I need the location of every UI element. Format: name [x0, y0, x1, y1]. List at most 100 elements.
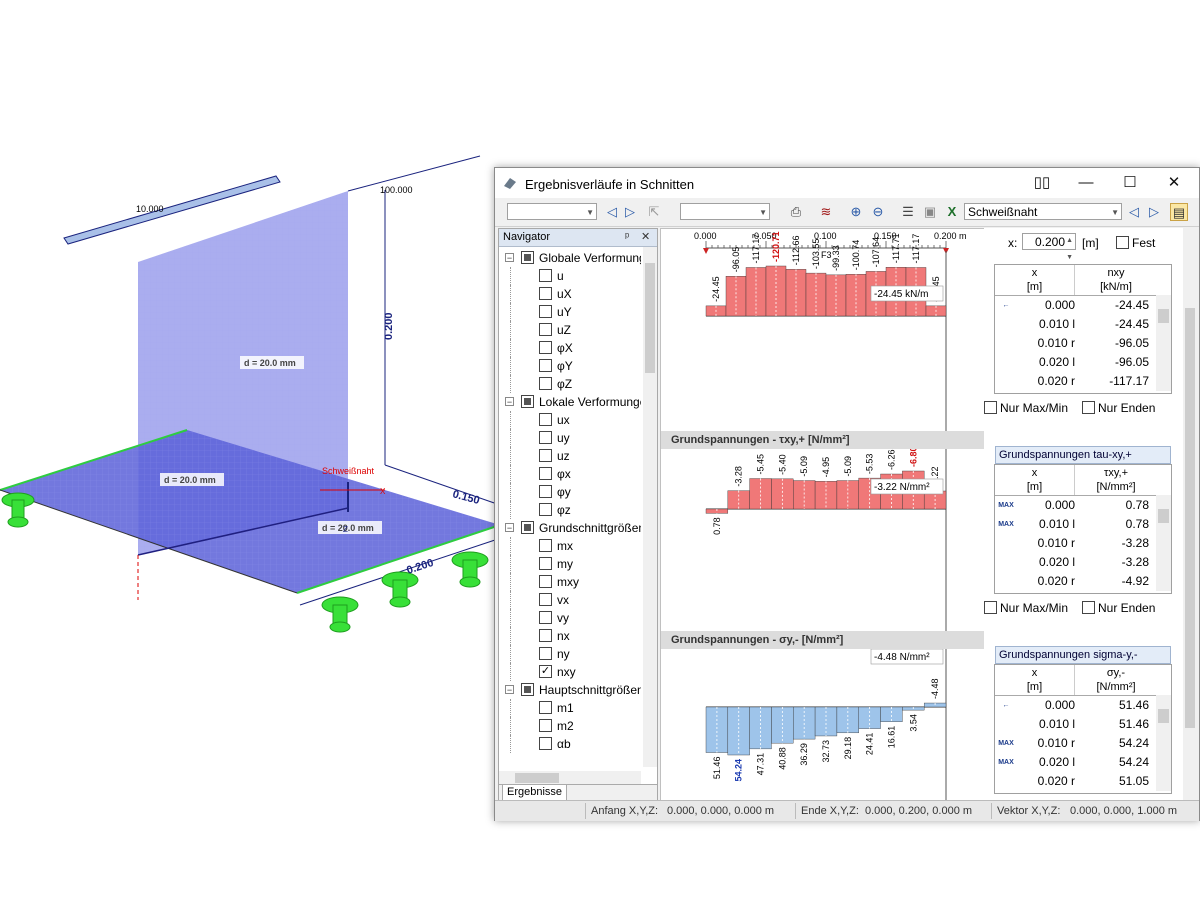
result-checkbox[interactable]: [539, 305, 552, 318]
group-checkbox[interactable]: [521, 521, 534, 534]
tree-item[interactable]: − Lokale Verformungen: [499, 393, 641, 411]
section-combo[interactable]: Schweißnaht ▼: [964, 203, 1122, 220]
expand-icon[interactable]: −: [505, 685, 514, 695]
navigator-close-icon[interactable]: ✕: [641, 231, 651, 243]
tree-item[interactable]: ux: [499, 411, 641, 429]
fest-checkbox[interactable]: Fest: [1116, 234, 1155, 250]
table-scrollbar[interactable]: [1156, 495, 1171, 591]
result-checkbox[interactable]: [539, 701, 552, 714]
chart-area[interactable]: 0.000 0.050 0.100 0.150 0.200 m F3 -24.45 -96.0…: [660, 228, 986, 802]
tree-item[interactable]: uY: [499, 303, 641, 321]
tree-item[interactable]: uZ: [499, 321, 641, 339]
expand-icon[interactable]: −: [505, 523, 514, 533]
result-checkbox[interactable]: [539, 323, 552, 336]
pin-icon[interactable]: ᵖ: [625, 231, 630, 243]
result-checkbox[interactable]: [539, 503, 552, 516]
result-checkbox[interactable]: [539, 287, 552, 300]
result-checkbox[interactable]: [539, 575, 552, 588]
tree-item[interactable]: uX: [499, 285, 641, 303]
tree-item[interactable]: uy: [499, 429, 641, 447]
line-load[interactable]: [63, 175, 281, 245]
navigator-scrollbar[interactable]: [643, 247, 657, 767]
tree-item[interactable]: nx: [499, 627, 641, 645]
section-prev-icon[interactable]: ◁: [1129, 204, 1139, 219]
nur-maxmin-checkbox[interactable]: Nur Max/Min: [984, 599, 1068, 615]
result-checkbox[interactable]: [539, 359, 552, 372]
zoom-out-icon[interactable]: ⊖: [872, 204, 884, 219]
tree-item[interactable]: uz: [499, 447, 641, 465]
title-bar[interactable]: Ergebnisverläufe in Schnitten ▯▯ — ☐ ✕: [495, 168, 1199, 198]
result-checkbox[interactable]: [539, 449, 552, 462]
table-row[interactable]: 0.010 r -3.28: [995, 534, 1155, 553]
table-view-icon[interactable]: ▤: [1170, 203, 1188, 221]
group-checkbox[interactable]: [521, 683, 534, 696]
result-checkbox[interactable]: ✓: [539, 665, 552, 678]
result-checkbox[interactable]: [539, 431, 552, 444]
tree-item[interactable]: mx: [499, 537, 641, 555]
section-next-icon[interactable]: ▷: [1149, 204, 1159, 219]
load-case-combo[interactable]: ▼: [507, 203, 597, 220]
tree-item[interactable]: m2: [499, 717, 641, 735]
save-icon[interactable]: ▣: [923, 204, 937, 219]
result-checkbox[interactable]: [539, 719, 552, 732]
table-row[interactable]: 0.020 l -3.28: [995, 553, 1155, 572]
table-row[interactable]: ← 0.000 51.46: [995, 696, 1155, 715]
tree-item[interactable]: ✓ nxy: [499, 663, 641, 681]
tree-item[interactable]: u: [499, 267, 641, 285]
filter-icon[interactable]: ≋: [820, 204, 832, 219]
result-checkbox[interactable]: [539, 593, 552, 606]
result-checkbox[interactable]: [539, 539, 552, 552]
table-row[interactable]: 0.020 r -4.92: [995, 572, 1155, 591]
result-checkbox[interactable]: [539, 467, 552, 480]
result-combo[interactable]: ▼: [680, 203, 770, 220]
result-table[interactable]: x [m] nxy [kN/m] ← 0.000 -24.45 0.010 l -24.45…: [994, 264, 1172, 394]
tree-item[interactable]: m1: [499, 699, 641, 717]
table-row[interactable]: 0.020 l -96.05: [995, 353, 1155, 372]
nur-enden-checkbox[interactable]: Nur Enden: [1082, 599, 1155, 615]
results-window[interactable]: Ergebnisverläufe in Schnitten ▯▯ — ☐ ✕ ▼…: [494, 167, 1200, 821]
tree-item[interactable]: vx: [499, 591, 641, 609]
result-checkbox[interactable]: [539, 557, 552, 570]
tree-item[interactable]: mxy: [499, 573, 641, 591]
table-scrollbar[interactable]: [1156, 695, 1171, 791]
print-icon[interactable]: ⎙: [790, 204, 802, 219]
x-input[interactable]: 0.200 ▲ ▼: [1022, 233, 1076, 261]
zoom-in-icon[interactable]: ⊕: [850, 204, 862, 219]
table-row[interactable]: MAX 0.010 l 0.78: [995, 515, 1155, 534]
close-button[interactable]: ✕: [1167, 174, 1181, 191]
tree-item[interactable]: φx: [499, 465, 641, 483]
table-row[interactable]: MAX 0.020 l 54.24: [995, 753, 1155, 772]
nur-maxmin-checkbox[interactable]: Nur Max/Min: [984, 399, 1068, 415]
table-row[interactable]: 0.020 r 51.05: [995, 772, 1155, 791]
next-icon[interactable]: ▷: [625, 204, 635, 219]
table-row[interactable]: 0.020 r -117.17: [995, 372, 1155, 391]
tree-item[interactable]: vy: [499, 609, 641, 627]
tree-item[interactable]: φZ: [499, 375, 641, 393]
table-row[interactable]: 0.010 l 51.46: [995, 715, 1155, 734]
table-row[interactable]: ← 0.000 -24.45: [995, 296, 1155, 315]
result-table[interactable]: Grundspannungen sigma-y,- x [m] σy,- [N/mm…: [994, 646, 1172, 794]
group-checkbox[interactable]: [521, 395, 534, 408]
result-diagrams[interactable]: 0.000 0.050 0.100 0.150 0.200 m F3 -24.45 -96.0…: [661, 229, 985, 801]
tab-ergebnisse[interactable]: Ergebnisse: [502, 785, 568, 801]
tree-item[interactable]: my: [499, 555, 641, 573]
maximize-button[interactable]: ☐: [1123, 174, 1137, 191]
result-checkbox[interactable]: [539, 377, 552, 390]
table-row[interactable]: 0.010 r -96.05: [995, 334, 1155, 353]
minimize-button[interactable]: —: [1078, 174, 1094, 191]
result-checkbox[interactable]: [539, 341, 552, 354]
tree-item[interactable]: − Hauptschnittgrößen: [499, 681, 641, 699]
table-row[interactable]: 0.010 l -24.45: [995, 315, 1155, 334]
expand-icon[interactable]: −: [505, 253, 514, 263]
tree-item[interactable]: φX: [499, 339, 641, 357]
table-row[interactable]: MAX 0.000 0.78: [995, 496, 1155, 515]
tree-item[interactable]: φz: [499, 501, 641, 519]
layout-button[interactable]: ▯▯: [1033, 174, 1051, 191]
tree-item[interactable]: φY: [499, 357, 641, 375]
pick-icon[interactable]: ⇱: [648, 204, 660, 219]
expand-icon[interactable]: −: [505, 397, 514, 407]
table-scrollbar[interactable]: [1156, 295, 1171, 391]
result-checkbox[interactable]: [539, 737, 552, 750]
tree-item[interactable]: αb: [499, 735, 641, 753]
